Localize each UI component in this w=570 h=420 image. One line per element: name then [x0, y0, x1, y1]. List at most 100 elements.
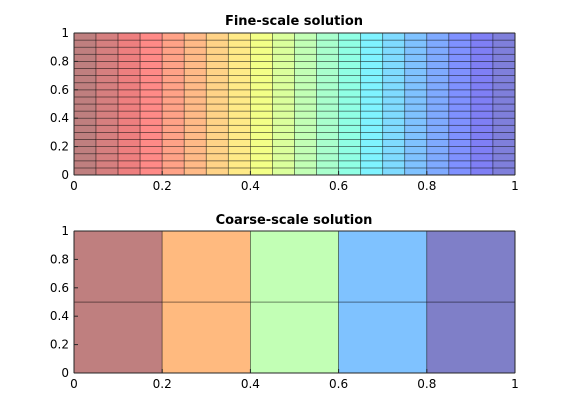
grid-cell [161, 117, 185, 126]
grid-cell [249, 68, 273, 76]
grid-cell [73, 68, 97, 76]
grid-cell [360, 110, 384, 119]
grid-cell [183, 46, 207, 55]
grid-cell [470, 39, 494, 48]
grid-cell [382, 117, 406, 126]
grid-cell [294, 103, 317, 112]
grid-cell [73, 39, 97, 48]
x-tick-label: 1 [511, 377, 519, 391]
grid-cell [448, 153, 472, 162]
grid-cell [73, 153, 97, 162]
grid-cell [360, 167, 384, 176]
grid-cell [470, 110, 494, 119]
grid-cell [117, 39, 141, 48]
grid-cell [73, 61, 97, 69]
grid-cell [316, 32, 339, 41]
grid-cell [249, 96, 273, 105]
grid-cell [470, 103, 494, 112]
grid-cell [272, 124, 295, 133]
grid-cell [382, 146, 406, 155]
grid-cell [205, 103, 229, 112]
grid-cell [227, 110, 251, 119]
y-tick-label: 0.8 [50, 252, 69, 266]
grid-cell [338, 53, 362, 62]
grid-cell [404, 131, 428, 140]
grid-cell [249, 124, 273, 133]
grid-cell [161, 32, 185, 41]
grid-cell [95, 131, 119, 140]
grid-cell [183, 153, 207, 162]
grid-cell [426, 160, 450, 169]
x-tick-label: 0 [70, 377, 78, 391]
grid-cell [139, 110, 163, 119]
grid-cell [426, 82, 450, 91]
coarse-scale-plot: Coarse-scale solution 0 0.2 0.4 0.6 0.8 1 0 0.… [50, 213, 519, 391]
grid-cell [492, 46, 516, 55]
grid-cell [117, 167, 141, 176]
grid-cell [492, 39, 516, 48]
grid-cell [492, 131, 516, 140]
cell-layer [73, 230, 516, 374]
grid-cell [227, 131, 251, 140]
grid-cell [249, 160, 273, 169]
grid-cell [249, 61, 273, 69]
grid-cell [183, 139, 207, 147]
grid-cell [161, 124, 185, 133]
grid-cell [249, 146, 273, 155]
grid-cell [360, 96, 384, 105]
grid-cell [426, 301, 516, 374]
grid-cell [161, 103, 185, 112]
grid-cell [95, 53, 119, 62]
grid-cell [382, 75, 406, 84]
fine-scale-plot: Fine-scale solution 0 0.2 0.4 0.6 0.8 1 00.20… [50, 14, 519, 193]
grid-cell [183, 117, 207, 126]
grid-cell [95, 68, 119, 76]
grid-cell [426, 230, 516, 303]
grid-cell [249, 153, 273, 162]
y-tick-label: 0.6 [50, 83, 69, 97]
grid-cell [272, 103, 295, 112]
grid-cell [426, 103, 450, 112]
grid-cell [294, 110, 317, 119]
grid-cell [294, 89, 317, 98]
grid-cell [338, 39, 362, 48]
grid-cell [117, 153, 141, 162]
grid-cell [404, 53, 428, 62]
grid-cell [448, 89, 472, 98]
grid-cell [382, 131, 406, 140]
grid-cell [139, 160, 163, 169]
grid-cell [470, 139, 494, 147]
grid-cell [470, 53, 494, 62]
grid-cell [470, 117, 494, 126]
grid-cell [448, 139, 472, 147]
grid-cell [117, 61, 141, 69]
grid-cell [272, 46, 295, 55]
grid-cell [227, 160, 251, 169]
grid-cell [183, 110, 207, 119]
grid-cell [382, 46, 406, 55]
y-tick-label: 0.2 [50, 338, 69, 352]
grid-cell [272, 96, 295, 105]
grid-cell [316, 75, 339, 84]
grid-cell [316, 46, 339, 55]
grid-cell [161, 89, 185, 98]
grid-cell [183, 131, 207, 140]
grid-cell [426, 117, 450, 126]
grid-cell [448, 167, 472, 176]
grid-cell [272, 53, 295, 62]
grid-cell [249, 53, 273, 62]
grid-cell [426, 53, 450, 62]
grid-cell [294, 39, 317, 48]
x-tick-label: 0.2 [153, 377, 172, 391]
grid-cell [249, 39, 273, 48]
grid-cell [227, 32, 251, 41]
grid-cell [492, 75, 516, 84]
grid-cell [117, 82, 141, 91]
grid-cell [272, 167, 295, 176]
grid-cell [316, 131, 339, 140]
grid-cell [448, 131, 472, 140]
grid-cell [316, 68, 339, 76]
grid-cell [404, 153, 428, 162]
grid-cell [139, 131, 163, 140]
grid-cell [338, 61, 362, 69]
